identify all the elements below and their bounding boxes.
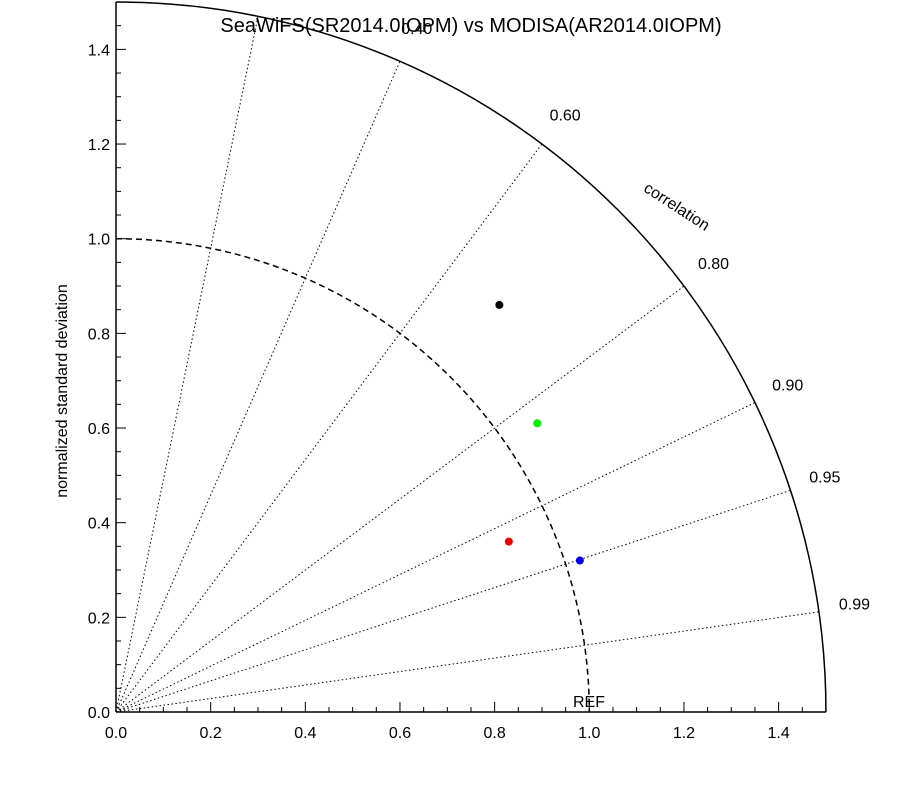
data-point <box>533 419 542 428</box>
data-point <box>495 300 504 309</box>
correlation-tick-label: 0.40 <box>401 21 432 38</box>
correlation-tick-label: 0.60 <box>550 107 581 124</box>
data-points <box>495 300 584 565</box>
y-tick-label: 0.0 <box>88 705 110 722</box>
correlation-tick-label: 0.95 <box>809 469 840 486</box>
correlation-ray <box>115 285 685 713</box>
correlation-ray <box>115 61 401 713</box>
y-tick-label: 1.0 <box>88 232 110 249</box>
y-tick-label: 0.4 <box>88 516 110 533</box>
y-tick-label: 1.2 <box>88 137 110 154</box>
x-tick-label: 0.2 <box>200 725 222 742</box>
x-tick-label: 0.6 <box>389 725 411 742</box>
correlation-ray <box>115 489 791 713</box>
axes <box>115 1 827 713</box>
correlation-ray <box>115 143 543 713</box>
correlation-grid <box>115 16 819 713</box>
correlation-tick-label: 0.99 <box>839 596 870 613</box>
x-tick-label: 1.2 <box>673 725 695 742</box>
data-point <box>504 537 513 546</box>
y-axis-label: normalized standard deviation <box>54 284 71 497</box>
reference-std-arc <box>115 237 591 713</box>
y-tick-label: 1.4 <box>88 42 110 59</box>
correlation-tick-label: 0.90 <box>772 378 803 395</box>
x-tick-label: 0.4 <box>294 725 316 742</box>
tick-labels: 0.200.400.600.800.900.950.990.00.20.40.6… <box>88 21 870 742</box>
y-tick-label: 0.2 <box>88 610 110 627</box>
correlation-ray <box>115 611 819 713</box>
x-tick-label: 0.8 <box>484 725 506 742</box>
x-tick-label: 0.0 <box>105 725 127 742</box>
correlation-tick-label: 0.80 <box>698 256 729 273</box>
y-tick-label: 0.8 <box>88 326 110 343</box>
chart-title: SeaWiFS(SR2014.0IOPM) vs MODISA(AR2014.0… <box>220 15 721 37</box>
x-tick-label: 1.0 <box>578 725 600 742</box>
data-point <box>575 556 584 565</box>
outer-arc <box>115 1 827 713</box>
x-tick-label: 1.4 <box>767 725 789 742</box>
y-tick-label: 0.6 <box>88 421 110 438</box>
correlation-label: correlation <box>640 180 712 235</box>
correlation-ray <box>115 16 259 713</box>
correlation-ray <box>115 402 756 713</box>
